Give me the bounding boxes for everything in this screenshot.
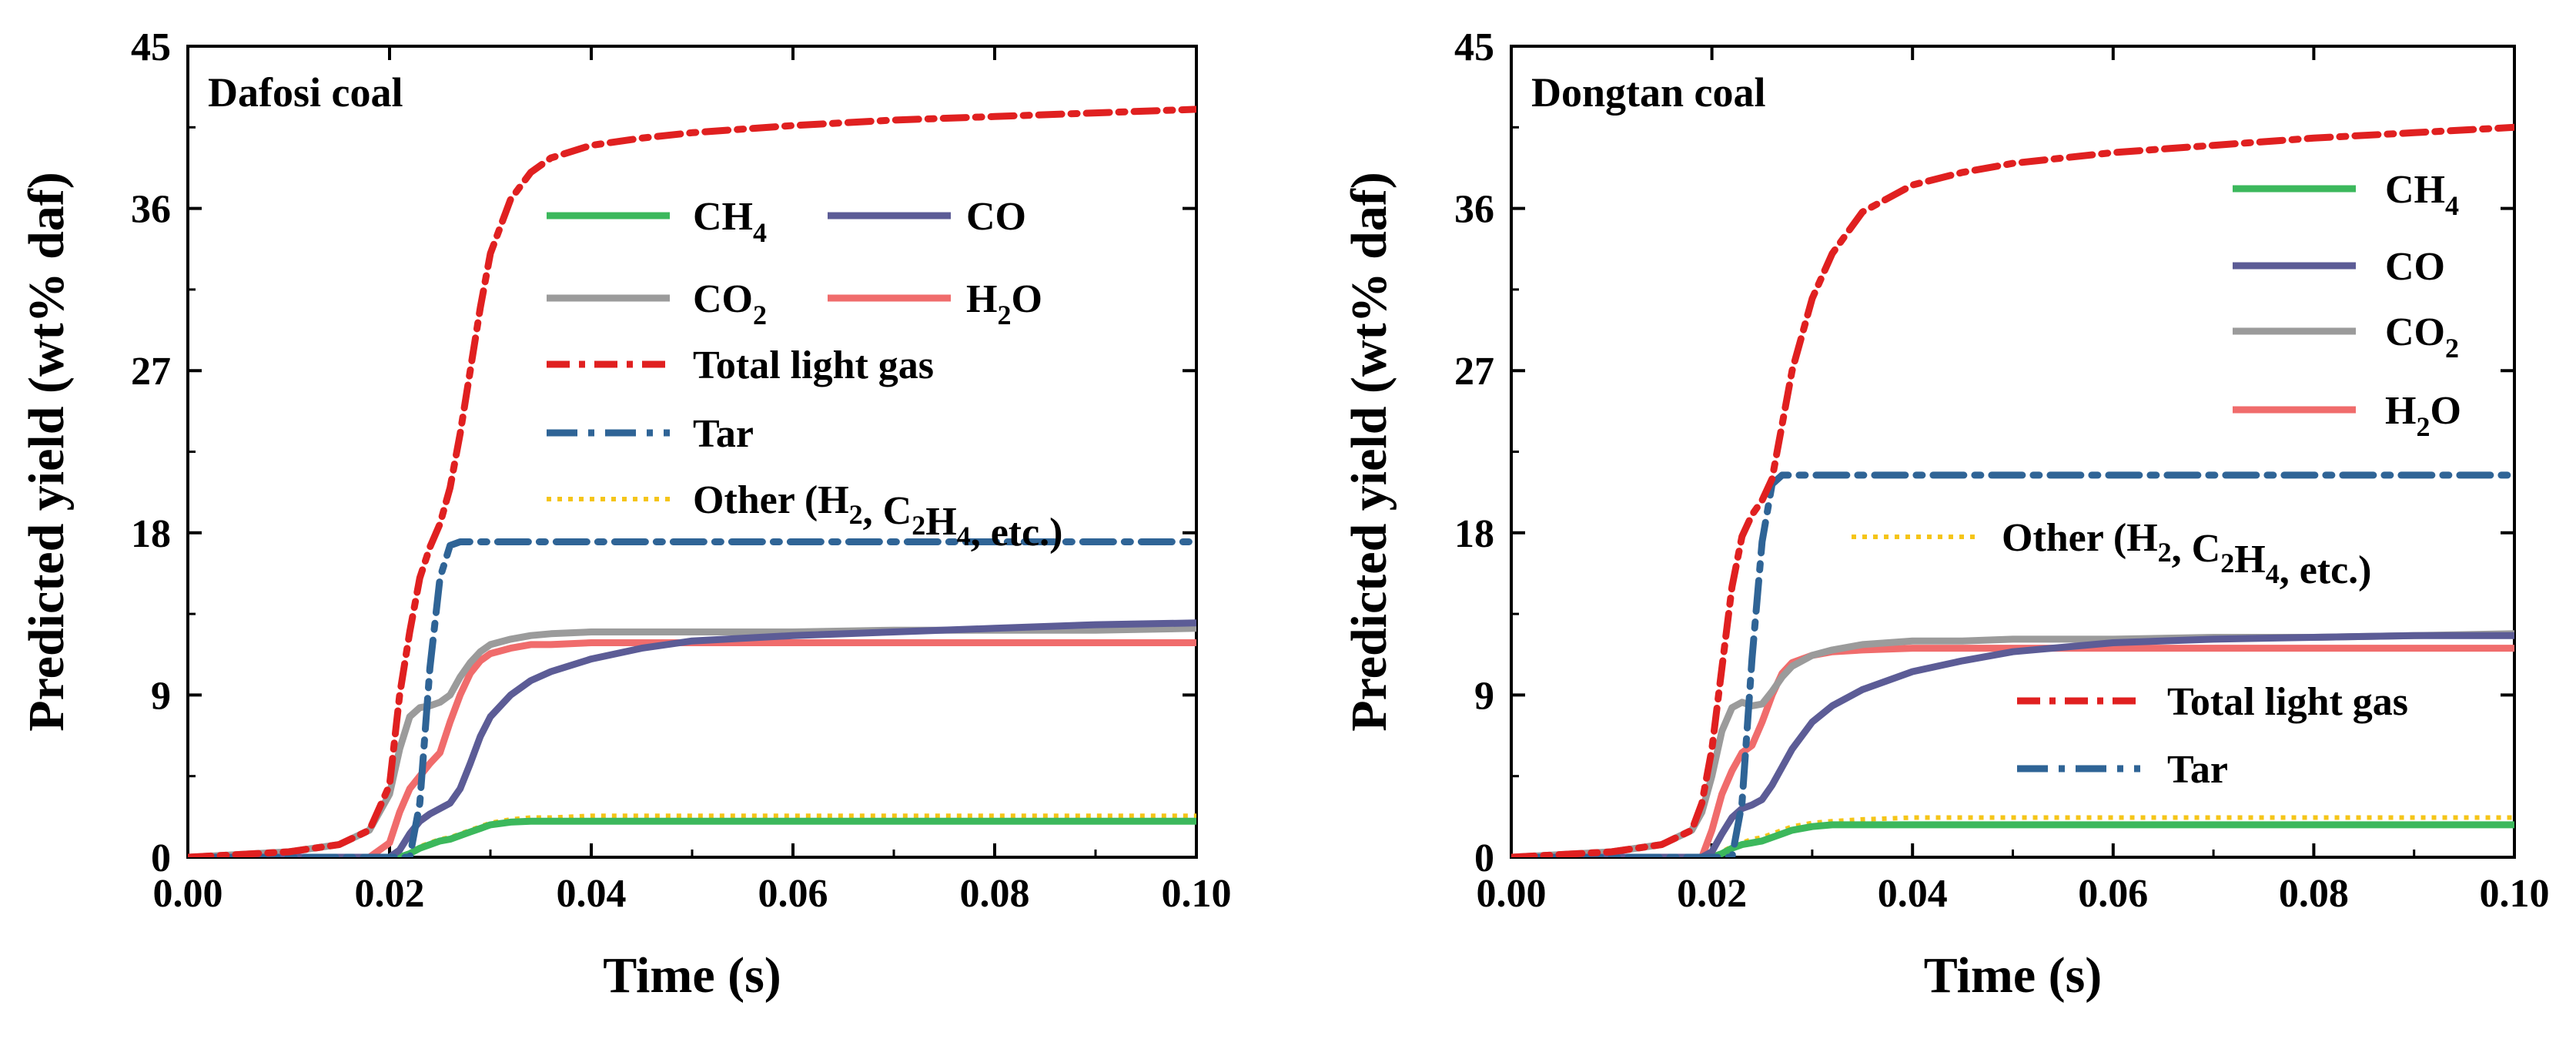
x-tick-label: 0.04 bbox=[557, 872, 627, 916]
series-line-ch4 bbox=[1511, 821, 2514, 857]
series-line-tar bbox=[188, 538, 1196, 857]
y-tick-label: 27 bbox=[1454, 350, 1494, 394]
series-line-total-light-gas bbox=[1511, 123, 2514, 857]
x-tick-label: 0.10 bbox=[2480, 872, 2550, 916]
legend-label-1-4: Other (H2, C2H4, etc.) bbox=[2002, 516, 2371, 592]
x-tick-label: 0.02 bbox=[1677, 872, 1747, 916]
x-tick-label: 0.02 bbox=[355, 872, 425, 916]
legend-label-0-0: CH4 bbox=[693, 195, 767, 248]
series-line-co bbox=[1511, 632, 2514, 857]
series-line-co2 bbox=[188, 625, 1196, 857]
series-line-h2o bbox=[188, 639, 1196, 857]
x-tick-label: 0.00 bbox=[153, 872, 223, 916]
legend: CH4 CO CO2 H2O Other (H2, C2H4, etc.) Total l… bbox=[1852, 168, 2461, 792]
x-axis-label: Time (s) bbox=[1924, 947, 2103, 1004]
x-tick-label: 0.06 bbox=[2078, 872, 2148, 916]
chart-panel-2: 0.00 0.02 0.04 0.06 0.08 0.10 0 9 18 27 36 45 Time (… bbox=[1341, 25, 2550, 1004]
y-tick-label: 36 bbox=[131, 188, 171, 232]
legend-label-0-5: Tar bbox=[693, 412, 754, 456]
series-line-ch4 bbox=[188, 817, 1196, 857]
x-tick-label: 0.08 bbox=[960, 872, 1030, 916]
legend-label-1-5: Total light gas bbox=[2167, 680, 2408, 724]
y-axis-label: Predicted yield (wt% daf) bbox=[1341, 172, 1397, 731]
legend-label-0-6: Other (H2, C2H4, etc.) bbox=[693, 478, 1062, 555]
x-tick-label: 0.04 bbox=[1878, 872, 1948, 916]
y-tick-label: 27 bbox=[131, 350, 171, 394]
x-tick-label: 0.08 bbox=[2279, 872, 2349, 916]
y-tick-label: 45 bbox=[1454, 25, 1494, 69]
panel-title: Dafosi coal bbox=[208, 69, 403, 116]
legend-label-1-1: CO bbox=[2385, 245, 2445, 289]
x-tick-label: 0.10 bbox=[1162, 872, 1232, 916]
legend-label-0-1: CO bbox=[966, 195, 1026, 239]
legend-label-0-2: CO2 bbox=[693, 277, 767, 330]
legend-label-0-3: H2O bbox=[966, 277, 1042, 330]
legend-label-1-2: CO2 bbox=[2385, 310, 2459, 364]
plot-frame bbox=[1510, 45, 2516, 859]
legend-label-1-3: H2O bbox=[2385, 389, 2461, 442]
x-tick-label: 0.06 bbox=[758, 872, 828, 916]
y-tick-label: 0 bbox=[1474, 836, 1494, 880]
y-tick-label: 9 bbox=[151, 674, 171, 718]
legend: CH4 CO CO2 H2O Total light gas Tar Other (H2, … bbox=[547, 195, 1062, 555]
x-tick-label: 0.00 bbox=[1477, 872, 1547, 916]
legend-label-1-0: CH4 bbox=[2385, 168, 2459, 221]
series-line-tar bbox=[1511, 471, 2514, 857]
chart-panel-1: 0.00 0.02 0.04 0.06 0.08 0.10 0 9 18 27 36 45 Time (… bbox=[18, 25, 1232, 1004]
y-tick-label: 18 bbox=[131, 512, 171, 556]
series-line-total-light-gas bbox=[188, 106, 1196, 857]
x-axis-label: Time (s) bbox=[603, 947, 781, 1004]
y-tick-label: 9 bbox=[1474, 674, 1494, 718]
legend-label-1-6: Tar bbox=[2167, 748, 2228, 792]
y-tick-label: 0 bbox=[151, 836, 171, 880]
y-tick-label: 45 bbox=[131, 25, 171, 69]
panel-title: Dongtan coal bbox=[1531, 69, 1766, 116]
y-tick-label: 36 bbox=[1454, 188, 1494, 232]
y-axis-label: Predicted yield (wt% daf) bbox=[18, 172, 75, 731]
y-tick-label: 18 bbox=[1454, 512, 1494, 556]
plot-frame bbox=[186, 45, 1198, 859]
legend-label-0-4: Total light gas bbox=[693, 344, 934, 387]
